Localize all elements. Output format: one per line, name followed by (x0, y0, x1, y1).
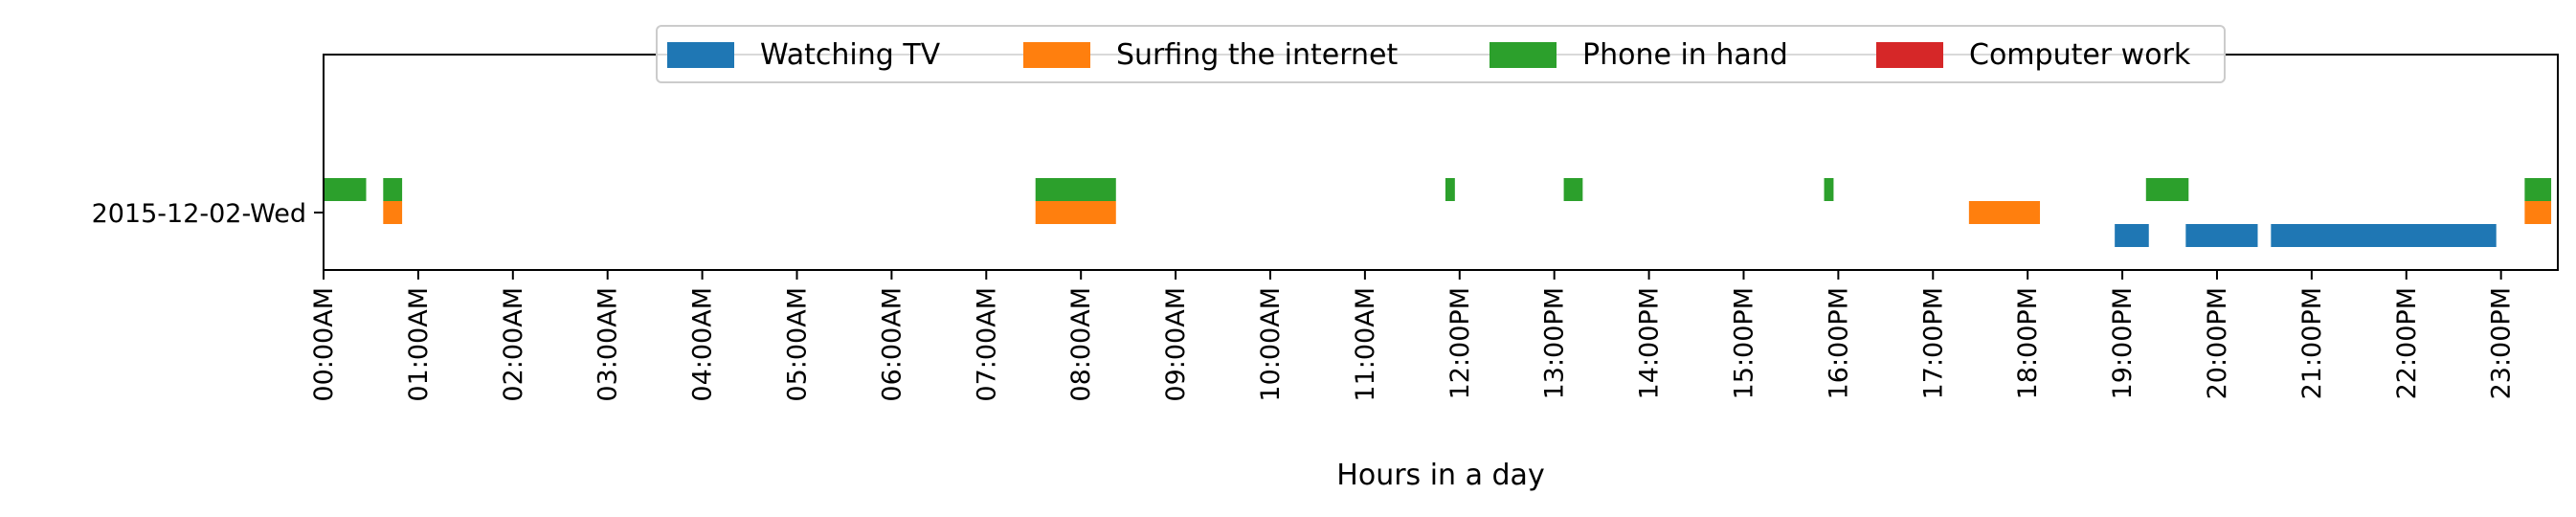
legend-swatch-watching-tv (667, 42, 734, 68)
bar-surfing-the-internet-2 (1968, 201, 2041, 224)
bar-phone-in-hand-1 (383, 178, 403, 201)
legend: Watching TV Surfing the internet Phone in … (656, 25, 2226, 83)
x-axis: 00:00AM 01:00AM 02:00AM 03:00AM 04:00AM 05:00… (309, 270, 2517, 402)
x-tick-label: 05:00AM (782, 287, 812, 402)
bar-phone-in-hand-4 (1563, 178, 1583, 201)
x-tick-label: 10:00AM (1256, 287, 1286, 402)
x-tick-label: 13:00PM (1540, 287, 1570, 399)
bar-watching-tv-2 (2271, 224, 2497, 247)
bar-surfing-the-internet-3 (2524, 201, 2552, 224)
bar-phone-in-hand-7 (2524, 178, 2552, 201)
x-tick-label: 03:00AM (594, 287, 623, 402)
x-tick-label: 22:00PM (2392, 287, 2422, 399)
x-tick-label: 20:00PM (2203, 287, 2232, 399)
bar-phone-in-hand-3 (1445, 178, 1455, 201)
bar-phone-in-hand-6 (2145, 178, 2189, 201)
y-tick-label: 2015-12-02-Wed (92, 199, 306, 229)
legend-label-phone-in-hand: Phone in hand (1582, 38, 1788, 72)
x-tick-label: 08:00AM (1066, 287, 1096, 402)
x-tick-label: 18:00PM (2013, 287, 2043, 399)
x-tick-label: 06:00AM (877, 287, 907, 402)
bar-watching-tv-0 (2115, 224, 2149, 247)
x-tick-label: 16:00PM (1824, 287, 1853, 399)
bar-phone-in-hand-0 (324, 178, 367, 201)
x-tick-label: 02:00AM (499, 287, 528, 402)
legend-swatch-surfing-the-internet (1023, 42, 1090, 68)
y-axis: 2015-12-02-Wed (92, 199, 324, 229)
bar-phone-in-hand-5 (1824, 178, 1834, 201)
x-tick-label: 23:00PM (2487, 287, 2517, 399)
x-tick-label: 17:00PM (1918, 287, 1948, 399)
x-tick-label: 12:00PM (1445, 287, 1475, 399)
legend-swatch-computer-work (1876, 42, 1943, 68)
x-tick-label: 09:00AM (1161, 287, 1191, 402)
x-tick-label: 11:00AM (1351, 287, 1380, 402)
x-tick-label: 21:00PM (2297, 287, 2327, 399)
legend-label-surfing-the-internet: Surfing the internet (1116, 38, 1398, 72)
x-tick-label: 01:00AM (404, 287, 434, 402)
legend-label-watching-tv: Watching TV (760, 38, 941, 72)
bar-surfing-the-internet-0 (383, 201, 403, 224)
bar-surfing-the-internet-1 (1035, 201, 1116, 224)
legend-label-computer-work: Computer work (1969, 38, 2191, 72)
x-tick-label: 14:00PM (1635, 287, 1665, 399)
x-tick-label: 04:00AM (688, 287, 718, 402)
legend-box (656, 25, 2226, 83)
x-tick-label: 07:00AM (972, 287, 1001, 402)
bar-watching-tv-1 (2185, 224, 2258, 247)
legend-swatch-phone-in-hand (1490, 42, 1557, 68)
x-tick-label: 19:00PM (2108, 287, 2138, 399)
bars-layer (324, 178, 2552, 247)
bar-phone-in-hand-2 (1035, 178, 1116, 201)
x-tick-label: 15:00PM (1729, 287, 1758, 399)
x-axis-label: Hours in a day (1336, 459, 1544, 492)
x-tick-label: 00:00AM (309, 287, 339, 402)
